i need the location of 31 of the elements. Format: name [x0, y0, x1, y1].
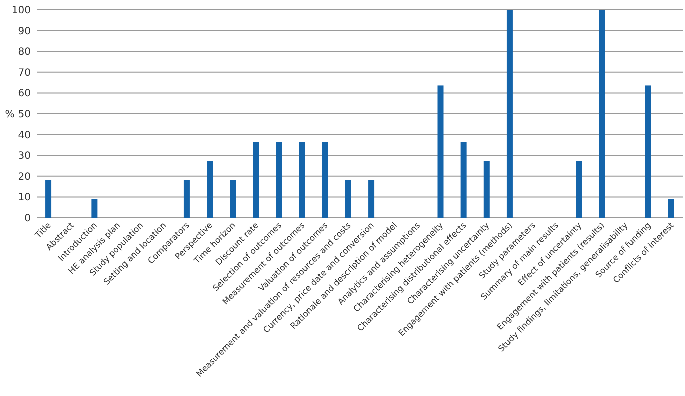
bar — [253, 142, 260, 218]
bar — [322, 142, 328, 218]
bar — [46, 180, 52, 218]
bar — [276, 142, 282, 218]
bar — [484, 161, 490, 218]
bar — [299, 142, 306, 218]
y-tick-label: 70 — [18, 68, 31, 79]
y-tick-label: 100 — [12, 6, 31, 16]
bar — [645, 86, 652, 218]
bar — [668, 199, 674, 218]
y-axis-title: % — [5, 110, 15, 120]
bar — [184, 180, 190, 218]
bar — [438, 86, 444, 218]
y-tick-label: 80 — [18, 47, 31, 58]
y-tick-label: 10 — [18, 192, 31, 204]
bar — [506, 10, 513, 218]
bar — [92, 199, 98, 218]
bar — [345, 180, 352, 218]
y-tick-label: 50 — [18, 110, 31, 120]
y-tick-label: 40 — [18, 130, 31, 142]
y-tick-label: 30 — [18, 151, 31, 162]
y-tick-label: 20 — [18, 172, 31, 183]
y-tick-label: 60 — [18, 88, 31, 100]
bar — [368, 180, 375, 218]
y-tick-label: 90 — [18, 26, 31, 38]
y-tick-label: 0 — [24, 214, 31, 224]
bar — [207, 161, 214, 218]
bar — [230, 180, 236, 218]
bar — [599, 10, 606, 218]
bar — [460, 142, 467, 218]
bar — [576, 161, 582, 218]
